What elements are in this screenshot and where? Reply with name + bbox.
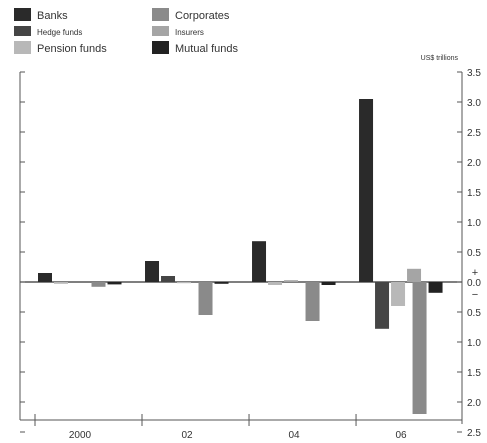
bar-banks-2000 xyxy=(38,273,52,282)
y-tick-label: 2.5 xyxy=(467,428,481,439)
bar-corporates-07 xyxy=(412,282,427,414)
legend-label-pension-funds: Pension funds xyxy=(37,43,107,55)
bar-corporates-05 xyxy=(305,282,320,321)
bar-mutual-funds-03 xyxy=(214,282,229,284)
legend: Banks Hedge funds Pension funds Corporates I… xyxy=(14,8,238,55)
y-tick-label: 0.5 xyxy=(467,308,481,319)
positive-sign-label: + xyxy=(472,267,478,279)
bar-mutual-funds-05 xyxy=(321,282,336,285)
y-tick-label: 0.5 xyxy=(467,248,481,259)
legend-item-corporates: Corporates xyxy=(152,8,230,22)
bar-hedge-funds-06 xyxy=(375,282,390,329)
plot-area xyxy=(19,72,463,424)
bar-pension-funds-02 xyxy=(177,282,192,284)
bar-hedge-funds-02 xyxy=(161,276,176,282)
bar-banks-04 xyxy=(252,241,267,282)
legend-label-mutual-funds: Mutual funds xyxy=(175,43,238,55)
y-tick-label: 1.5 xyxy=(467,188,481,199)
y-tick-label: 1.0 xyxy=(467,218,481,229)
legend-label-corporates: Corporates xyxy=(175,10,230,22)
legend-item-mutual-funds: Mutual funds xyxy=(152,41,238,55)
bar-banks-06 xyxy=(359,99,374,282)
y-tick-label: 0.0 xyxy=(467,278,481,289)
bar-banks-02 xyxy=(145,261,160,282)
bar-insurers-04 xyxy=(284,280,299,282)
legend-label-hedge-funds: Hedge funds xyxy=(37,28,82,37)
legend-item-hedge-funds: Hedge funds xyxy=(14,26,82,37)
y-tick-label: 1.0 xyxy=(467,338,481,349)
legend-swatch-corporates xyxy=(152,8,169,21)
legend-swatch-hedge-funds xyxy=(14,26,31,36)
y-tick-label: 2.0 xyxy=(467,398,481,409)
legend-swatch-mutual-funds xyxy=(152,41,169,54)
unit-label: US$ trillions xyxy=(421,55,459,62)
y-tick-label: 3.0 xyxy=(467,98,481,109)
negative-sign-label: − xyxy=(472,289,478,301)
x-axis: 2000 02 04 06 xyxy=(34,414,407,441)
legend-label-insurers: Insurers xyxy=(175,28,204,37)
legend-label-banks: Banks xyxy=(37,10,68,22)
bar-mutual-funds-07 xyxy=(428,282,443,293)
bar-corporates-03 xyxy=(198,282,213,315)
bar-pension-funds-2000 xyxy=(54,282,68,284)
y-tick-label: 1.5 xyxy=(467,368,481,379)
legend-item-pension-funds: Pension funds xyxy=(14,41,107,55)
legend-swatch-banks xyxy=(14,8,31,21)
legend-swatch-insurers xyxy=(152,26,169,36)
x-tick-label: 04 xyxy=(288,430,300,441)
legend-item-banks: Banks xyxy=(14,8,68,22)
y-axis: 3.5 3.0 2.5 2.0 1.5 1.0 0.5 0.0 0.5 1.0 1.5 2.0 2.5 +… xyxy=(20,68,481,439)
legend-item-insurers: Insurers xyxy=(152,26,204,37)
bar-corporates-01 xyxy=(91,282,106,287)
bar-insurers-06 xyxy=(407,268,422,282)
x-tick-label: 02 xyxy=(181,430,193,441)
bar-pension-funds-06 xyxy=(391,282,406,306)
y-tick-label: 3.5 xyxy=(467,68,481,79)
bars xyxy=(38,99,443,414)
y-tick-label: 2.5 xyxy=(467,128,481,139)
x-tick-label: 2000 xyxy=(69,430,92,441)
y-tick-label: 2.0 xyxy=(467,158,481,169)
bar-pension-funds-04 xyxy=(268,282,283,285)
legend-swatch-pension-funds xyxy=(14,41,31,54)
bar-mutual-funds-01 xyxy=(107,282,122,285)
x-tick-label: 06 xyxy=(395,430,407,441)
